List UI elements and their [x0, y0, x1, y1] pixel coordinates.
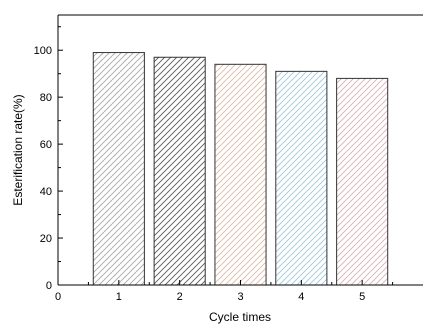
- bar-cycle-1: [92, 52, 145, 286]
- y-tick-label: 0: [46, 280, 52, 292]
- x-tick-label: 2: [177, 291, 183, 303]
- bar-cycle-2: [153, 56, 206, 286]
- y-tick-label: 60: [40, 139, 52, 151]
- x-axis-label: Cycle times: [209, 310, 271, 324]
- x-tick-label: 5: [359, 291, 365, 303]
- bar-cycle-3: [214, 63, 267, 286]
- y-tick-label: 40: [40, 186, 52, 198]
- x-tick-label: 4: [298, 291, 304, 303]
- y-tick-label: 100: [34, 45, 52, 57]
- x-tick-label: 0: [55, 291, 61, 303]
- y-tick-label: 20: [40, 233, 52, 245]
- x-tick-label: 1: [116, 291, 122, 303]
- bar-cycle-4: [275, 70, 328, 286]
- y-axis-label: Esterification rate(%): [11, 94, 25, 205]
- x-tick-label: 3: [237, 291, 243, 303]
- bar-cycle-5: [336, 77, 389, 286]
- y-tick-label: 80: [40, 92, 52, 104]
